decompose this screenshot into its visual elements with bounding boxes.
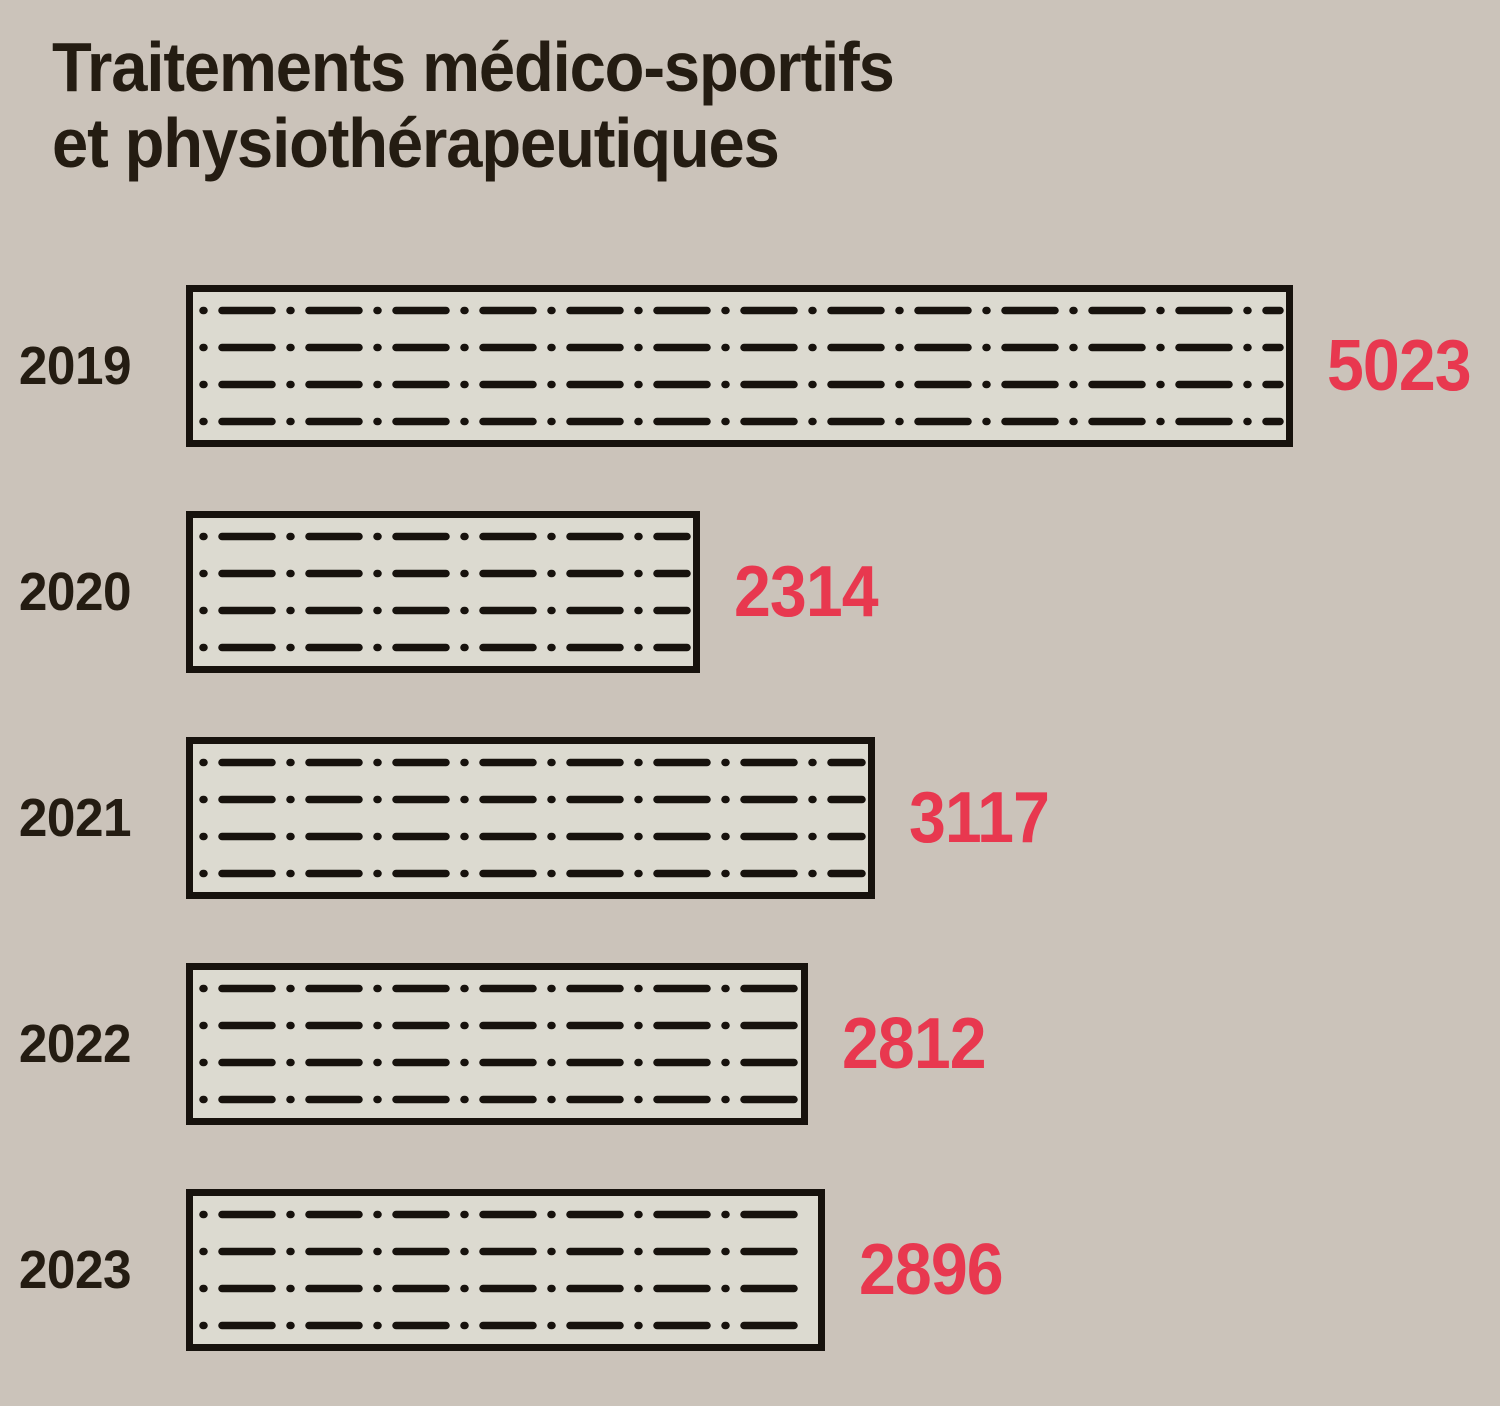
bar-year-label: 2023 <box>18 1240 132 1300</box>
chart-title-line-2: et physiothérapeutiques <box>52 103 780 182</box>
bar-dash-dot-pattern <box>199 984 799 1104</box>
bar-year-label: 2020 <box>18 562 132 622</box>
bar-box <box>186 285 1293 447</box>
bar-dash-dot-pattern <box>199 1210 816 1330</box>
bar-value-label: 2314 <box>734 552 879 632</box>
bar-wrapper <box>186 511 700 673</box>
bar-box <box>186 511 700 673</box>
bar-year-label: 2021 <box>18 788 132 848</box>
bar-value-label: 3117 <box>909 778 1050 858</box>
bar-dash-dot-pattern <box>199 758 866 878</box>
bar-wrapper <box>186 1189 825 1351</box>
bar-year-label: 2019 <box>18 336 132 396</box>
bar-value-label: 5023 <box>1327 326 1472 406</box>
bar-row: 2022 2812 <box>0 963 1500 1125</box>
bar-row: 2020 2314 <box>0 511 1500 673</box>
bar-dash-dot-pattern <box>199 532 691 652</box>
chart-title-line-1: Traitements médico-sportifs <box>52 28 895 106</box>
chart-title: Traitements médico-sportifs et physiothé… <box>52 28 1252 182</box>
bar-dash-dot-pattern <box>199 306 1284 426</box>
bar-box <box>186 737 875 899</box>
bar-year-label: 2022 <box>18 1014 132 1074</box>
bar-row: 2023 2896 <box>0 1189 1500 1351</box>
bar-list: 2019 5023 2020 2314 2021 3117 2022 <box>0 285 1500 1351</box>
bar-box <box>186 1189 825 1351</box>
bar-wrapper <box>186 737 875 899</box>
bar-value-label: 2812 <box>842 1004 987 1084</box>
bar-wrapper <box>186 285 1293 447</box>
bar-row: 2021 3117 <box>0 737 1500 899</box>
bar-row: 2019 5023 <box>0 285 1500 447</box>
bar-value-label: 2896 <box>859 1230 1004 1310</box>
bar-box <box>186 963 808 1125</box>
bar-wrapper <box>186 963 808 1125</box>
